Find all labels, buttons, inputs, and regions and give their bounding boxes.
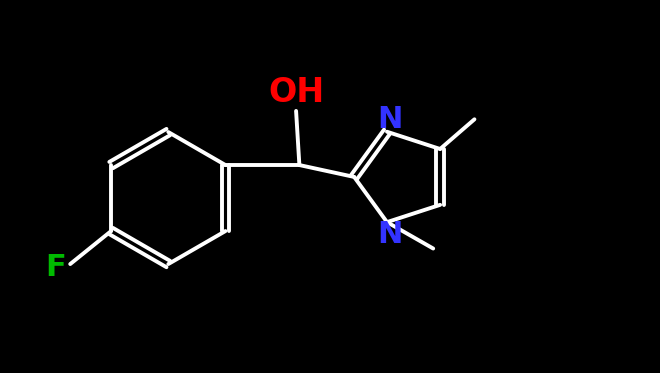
Text: N: N (378, 105, 403, 134)
Text: F: F (46, 253, 66, 282)
Text: OH: OH (268, 76, 324, 109)
Text: N: N (378, 219, 403, 248)
